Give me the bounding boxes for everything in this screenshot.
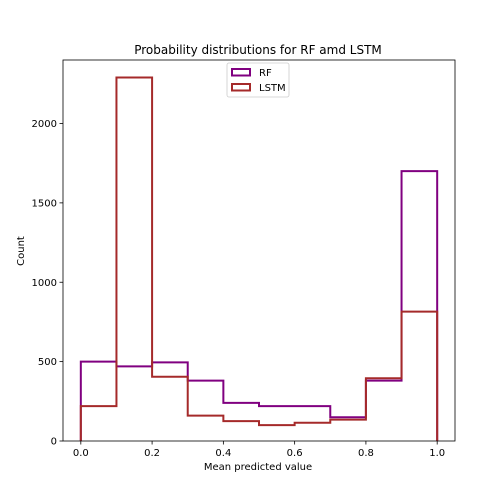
y-axis: 0 500 1000 1500 2000	[32, 119, 63, 448]
legend-label-lstm: LSTM	[259, 83, 286, 94]
x-tick-label: 0.8	[358, 448, 374, 459]
legend-box	[226, 62, 290, 98]
x-tick-label: 0.0	[73, 448, 89, 459]
x-tick-label: 0.4	[215, 448, 231, 459]
x-tick-label: 1.0	[429, 448, 445, 459]
y-tick-label: 500	[38, 357, 57, 368]
y-tick-label: 1500	[32, 198, 57, 209]
chart-title: Probability distributions for RF amd LST…	[134, 43, 382, 57]
plot-area	[62, 59, 456, 442]
y-tick-label: 2000	[32, 119, 57, 130]
series-rf-outline	[79, 170, 439, 441]
plot-frame	[62, 59, 456, 442]
x-tick-label: 0.6	[287, 448, 303, 459]
y-tick-label: 0	[51, 437, 57, 448]
legend-label-rf: RF	[259, 68, 272, 79]
legend-swatch-rf	[231, 68, 251, 77]
y-axis-label: Count	[16, 236, 27, 266]
series-lstm-outline	[79, 76, 439, 441]
legend-swatch-lstm	[231, 83, 251, 92]
x-axis-label: Mean predicted value	[204, 462, 312, 473]
y-tick-label: 1000	[32, 278, 57, 289]
legend: RF LSTM	[226, 62, 290, 98]
x-axis: 0.0 0.2 0.4 0.6 0.8 1.0	[73, 441, 445, 459]
x-tick-label: 0.2	[144, 448, 160, 459]
